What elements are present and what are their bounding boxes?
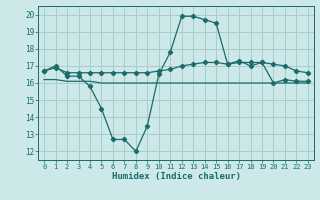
X-axis label: Humidex (Indice chaleur): Humidex (Indice chaleur): [111, 172, 241, 181]
